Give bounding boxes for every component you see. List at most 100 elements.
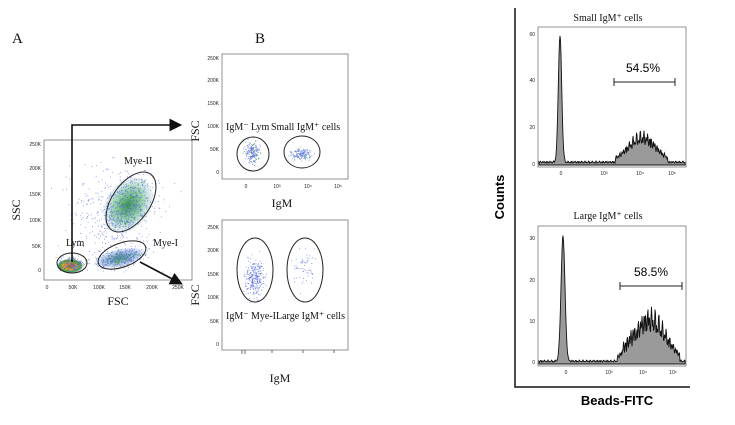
scatter-dot (146, 250, 148, 252)
scatter-dot (254, 155, 256, 157)
scatter-dot (128, 224, 130, 226)
scatter-dot (120, 223, 121, 225)
scatter-dot (122, 211, 123, 213)
scatter-dot (131, 207, 133, 209)
scatter-dot (129, 249, 131, 251)
scatter-dot (91, 166, 93, 167)
scatter-dot (81, 265, 83, 267)
scatter-dot (117, 217, 118, 219)
scatter-dot (123, 205, 125, 207)
tick: 10³ (605, 370, 613, 376)
scatter-dot (147, 185, 149, 187)
scatter-dot (118, 195, 120, 197)
igm-neg-lym-gate[interactable] (236, 136, 270, 172)
scatter-dot (138, 211, 140, 213)
arrow-to-top-panel (71, 118, 183, 262)
scatter-dot (253, 266, 255, 268)
scatter-dot (252, 269, 254, 271)
scatter-dot (110, 245, 111, 246)
small-igm-pos-gate[interactable] (283, 135, 321, 169)
scatter-dot (298, 268, 300, 270)
scatter-dot (113, 197, 115, 199)
scatter-dot (107, 262, 109, 264)
scatter-dot (109, 220, 111, 221)
scatter-dot (298, 153, 300, 155)
scatter-dot (128, 211, 130, 213)
scatter-dot (248, 148, 250, 150)
scatter-dot (98, 219, 100, 221)
scatter-dot (145, 197, 146, 199)
scatter-dot (70, 214, 72, 216)
scatter-dot (244, 146, 246, 148)
scatter-dot (107, 169, 109, 171)
scatter-dot (125, 210, 126, 212)
scatter-dot (158, 180, 160, 181)
scatter-dot (115, 207, 116, 209)
scatter-dot (119, 201, 120, 203)
mye2-gate[interactable] (96, 163, 166, 240)
scatter-dot (303, 149, 305, 151)
scatter-dot (100, 224, 102, 226)
scatter-dot (256, 148, 258, 150)
scatter-dot (265, 284, 267, 286)
scatter-dot (111, 171, 113, 173)
scatter-dot (135, 195, 137, 197)
scatter-dot (128, 227, 129, 229)
scatter-dot (70, 266, 72, 268)
scatter-dot (142, 184, 143, 186)
scatter-dot (252, 280, 254, 282)
scatter-dot (302, 259, 304, 261)
scatter-dot (253, 154, 255, 156)
igm-neg-mye1-gate[interactable] (236, 237, 274, 303)
scatter-dot (74, 266, 75, 268)
scatter-dot (133, 256, 135, 257)
scatter-dot (151, 183, 153, 184)
scatter-dot (130, 253, 131, 255)
scatter-dot (114, 265, 116, 267)
scatter-dot (64, 263, 66, 265)
scatter-dot (251, 285, 253, 287)
scatter-dot (79, 262, 81, 264)
scatter-dot (136, 205, 138, 207)
scatter-dot (299, 157, 301, 159)
scatter-dot (120, 217, 122, 219)
scatter-dot (122, 214, 123, 216)
scatter-dot (108, 242, 110, 243)
scatter-dot (160, 216, 162, 218)
scatter-dot (104, 209, 105, 210)
scatter-dot (115, 259, 117, 260)
scatter-dot (138, 189, 139, 190)
scatter-dot (308, 160, 310, 162)
scatter-dot (300, 155, 301, 157)
scatter-dot (130, 211, 132, 213)
top-histogram-x-ticks: 0 10³ 10⁴ 10⁵ (560, 171, 676, 177)
scatter-dot (137, 212, 139, 214)
scatter-dot (73, 268, 75, 269)
scatter-dot (80, 232, 82, 234)
scatter-dot (114, 253, 116, 255)
scatter-dot (253, 160, 255, 161)
scatter-dot (119, 225, 121, 227)
scatter-dot (130, 260, 132, 262)
scatter-dot (132, 193, 133, 194)
scatter-dot (101, 226, 102, 227)
scatter-dot (106, 258, 108, 260)
scatter-dot (124, 210, 126, 211)
large-igm-pos-gate[interactable] (286, 237, 324, 303)
scatter-dot (126, 185, 128, 187)
scatter-dot (306, 261, 308, 263)
scatter-dot (114, 261, 116, 263)
scatter-dot (249, 158, 251, 160)
scatter-dot (249, 147, 251, 149)
scatter-dot (122, 254, 124, 256)
panel-b-top-y-ticks: 0 50K 100K 150K 200K 250K (207, 56, 219, 176)
scatter-dot (80, 260, 82, 262)
scatter-dot (243, 275, 245, 277)
scatter-dot (128, 202, 130, 204)
scatter-dot (139, 200, 141, 201)
scatter-dot (253, 298, 255, 300)
scatter-dot (68, 256, 70, 258)
scatter-dot (102, 262, 104, 263)
mye1-gate[interactable] (94, 235, 149, 275)
scatter-dot (253, 143, 255, 145)
